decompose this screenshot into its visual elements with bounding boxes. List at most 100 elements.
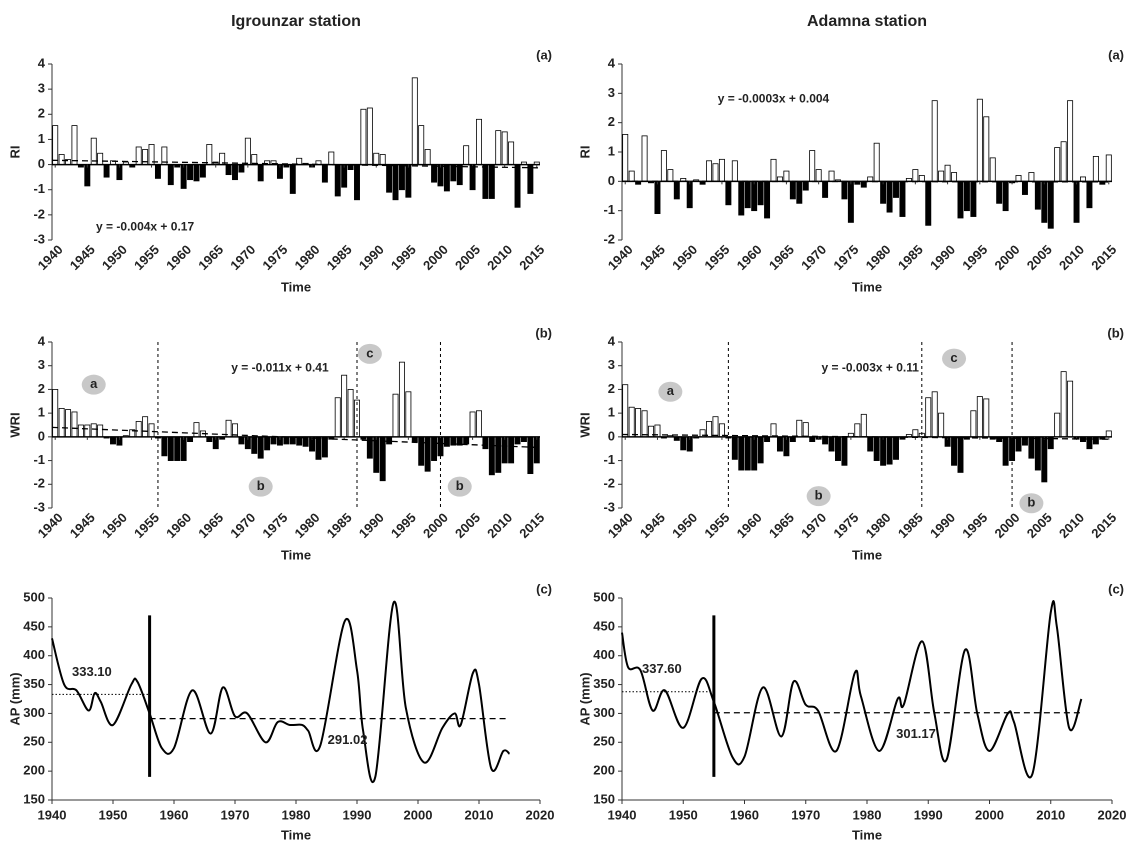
bar	[392, 393, 399, 438]
x-tick-label: 1995	[388, 510, 419, 541]
bar	[951, 436, 958, 466]
bar	[161, 436, 168, 457]
x-tick-label: 1950	[99, 807, 128, 822]
y-tick-label: 4	[608, 333, 616, 348]
annotation-circle	[658, 381, 683, 402]
ap-line	[621, 599, 1083, 779]
y-tick-label: 3	[38, 81, 45, 96]
bar	[628, 170, 635, 182]
bar	[533, 436, 540, 464]
x-tick-label: 2020	[1098, 807, 1127, 822]
bar	[1086, 180, 1093, 209]
x-tick-label: 1945	[637, 242, 668, 273]
y-tick-label: 4	[38, 333, 46, 348]
bar	[1073, 180, 1080, 223]
x-tick-label: 2000	[420, 242, 451, 273]
bar	[97, 152, 104, 165]
x-tick-label: 1970	[227, 510, 258, 541]
annotation-label: a	[667, 383, 675, 398]
bar	[527, 436, 534, 475]
bar	[1015, 175, 1022, 182]
x-tick-label: 1985	[324, 510, 355, 541]
x-tick-label: 1965	[766, 242, 797, 273]
bar	[918, 175, 925, 182]
panel-label: (c)	[1108, 581, 1124, 596]
y-tick-label: 400	[23, 647, 45, 662]
x-tick-label: 1990	[927, 242, 958, 273]
bar	[944, 164, 951, 182]
bar	[718, 158, 725, 182]
x-axis-label: Time	[852, 827, 882, 842]
x-tick-label: 1960	[163, 510, 194, 541]
annotation-circle	[81, 374, 106, 395]
y-axis-label: AP (mm)	[577, 672, 592, 725]
x-tick-label: 1970	[798, 242, 829, 273]
bar	[628, 406, 635, 438]
bar	[142, 416, 149, 438]
y-tick-label: -3	[33, 499, 45, 514]
bar	[341, 164, 348, 188]
x-tick-label: 1980	[292, 510, 323, 541]
bar	[424, 436, 431, 472]
bar	[860, 413, 867, 438]
y-tick-label: -2	[33, 206, 45, 221]
x-tick-label: 1965	[195, 510, 226, 541]
bar	[71, 125, 78, 165]
bar	[206, 144, 213, 165]
bar	[495, 130, 502, 165]
bar	[334, 164, 341, 197]
bar	[431, 436, 438, 461]
bar	[686, 180, 693, 209]
bar	[52, 125, 59, 165]
bar	[424, 149, 431, 165]
bar	[341, 374, 348, 438]
bar	[886, 436, 893, 465]
bar	[822, 180, 829, 198]
bar	[912, 429, 919, 438]
bar	[976, 396, 983, 438]
bar	[796, 180, 803, 204]
bar	[706, 421, 713, 438]
y-tick-label: 300	[23, 705, 45, 720]
x-tick-label: 2000	[992, 510, 1023, 541]
bar	[386, 436, 393, 445]
bar	[495, 436, 502, 473]
y-tick-label: 350	[23, 676, 45, 691]
bar	[673, 180, 680, 200]
bar	[751, 436, 758, 471]
bar	[366, 107, 373, 165]
bar	[514, 436, 521, 445]
x-tick-label: 1960	[160, 807, 189, 822]
bar	[680, 436, 687, 451]
bar	[776, 436, 783, 452]
bar	[1092, 436, 1099, 445]
bar	[1067, 380, 1074, 438]
bar	[802, 422, 809, 438]
x-tick-label: 1965	[195, 242, 226, 273]
y-tick-label: -3	[603, 499, 615, 514]
bar	[641, 135, 648, 182]
x-tick-label: 1960	[163, 242, 194, 273]
bar	[1054, 412, 1061, 438]
y-axis-label: AP (mm)	[7, 672, 22, 725]
y-tick-label: -1	[603, 202, 615, 217]
bar	[110, 436, 116, 445]
bar	[957, 180, 964, 219]
x-tick-label: 2010	[1036, 807, 1065, 822]
y-tick-label: 450	[23, 618, 45, 633]
bar	[431, 164, 438, 183]
bar	[315, 436, 322, 460]
bar	[289, 164, 296, 194]
bar	[1047, 180, 1054, 229]
bar	[880, 180, 887, 204]
annotation-label: c	[366, 345, 373, 360]
x-tick-label: 1960	[730, 807, 759, 822]
bar	[938, 170, 945, 182]
x-tick-label: 1955	[701, 510, 732, 541]
bar	[167, 436, 174, 461]
bar	[731, 160, 738, 182]
x-tick-label: 1960	[734, 510, 765, 541]
bar	[783, 170, 790, 182]
annotation-label: c	[950, 350, 957, 365]
